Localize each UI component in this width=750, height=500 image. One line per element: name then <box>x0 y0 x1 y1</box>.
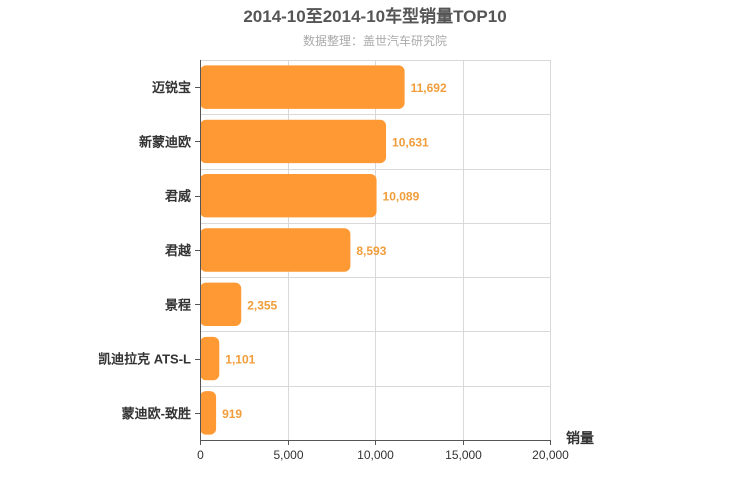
data-label: 1,101 <box>225 353 255 367</box>
data-label: 2,355 <box>247 298 277 312</box>
bar <box>200 174 377 218</box>
chart-title: 2014-10至2014-10车型销量TOP10 <box>243 6 506 26</box>
x-tick-label: 20,000 <box>532 448 569 462</box>
data-label: 8,593 <box>356 244 386 258</box>
x-tick-label: 5,000 <box>273 448 303 462</box>
axes: 0 5,000 10,000 15,000 20,000 迈锐宝新蒙迪欧君威君越景程凯迪拉… <box>98 60 569 462</box>
x-tick-label: 0 <box>197 448 204 462</box>
bar <box>200 282 242 326</box>
bar <box>200 119 387 164</box>
data-label: 919 <box>222 407 242 421</box>
bar <box>200 391 217 435</box>
chart-subtitle: 数据整理：盖世汽车研究院 <box>303 33 447 48</box>
x-tick-label: 15,000 <box>445 448 482 462</box>
category-label: 迈锐宝 <box>152 80 191 95</box>
bars: 11,692 10,631 10,089 8,593 2,355 1,101 919 <box>200 65 447 435</box>
category-label: 君越 <box>165 243 192 258</box>
x-tick-label: 10,000 <box>357 448 394 462</box>
bar <box>200 228 351 272</box>
category-label: 景程 <box>165 297 191 312</box>
category-label: 新蒙迪欧 <box>139 134 191 149</box>
data-label: 11,692 <box>411 81 447 95</box>
data-label: 10,631 <box>392 135 429 149</box>
x-axis-title: 销量 <box>566 430 594 446</box>
bar <box>200 336 220 381</box>
category-label: 君威 <box>165 189 191 204</box>
data-label: 10,089 <box>383 190 420 204</box>
bar <box>200 65 405 109</box>
category-label: 蒙迪欧-致胜 <box>122 406 191 421</box>
category-label: 凯迪拉克 ATS-L <box>98 352 191 367</box>
